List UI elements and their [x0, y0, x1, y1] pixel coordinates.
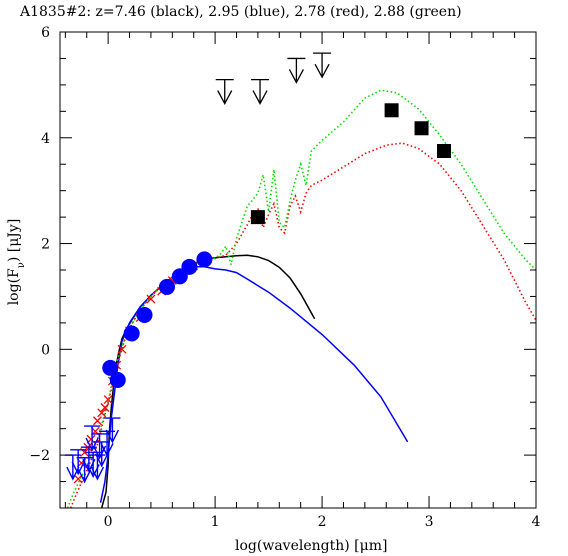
- series-line-3: [66, 89, 536, 508]
- blue-circle-point: [123, 325, 140, 342]
- blue-circle-point: [181, 258, 198, 275]
- x-tick-label: 0: [104, 514, 113, 530]
- y-tick-label: 4: [41, 131, 50, 147]
- black-upper-limit-point: [313, 52, 332, 79]
- blue-upper-limit-point: [104, 417, 121, 444]
- blue-upper-limit-point: [91, 433, 108, 460]
- chart-title: A1835#2: z=7.46 (black), 2.95 (blue), 2.…: [19, 4, 462, 20]
- red-cross-point: [92, 416, 102, 426]
- red-cross-point: [103, 395, 113, 405]
- plot-area: [64, 52, 536, 508]
- x-tick-label: 4: [532, 514, 541, 530]
- blue-circle-point: [196, 251, 213, 268]
- red-cross-point: [117, 344, 127, 354]
- y-tick-label: 6: [41, 25, 50, 41]
- black-square-point: [414, 121, 429, 136]
- blue-upper-limit-point: [84, 425, 101, 452]
- x-tick-label: 3: [425, 514, 434, 530]
- black-upper-limit-point: [215, 78, 234, 105]
- red-cross-point: [146, 294, 156, 304]
- blue-circle-point: [158, 278, 175, 295]
- y-axis-label: log(Fν) [μJy]: [6, 219, 27, 306]
- y-tick-label: −2: [29, 448, 50, 464]
- blue-circle-point: [109, 372, 126, 389]
- blue-circle-point: [136, 306, 153, 323]
- black-square-point: [250, 210, 265, 225]
- y-tick-label: 2: [41, 237, 50, 253]
- blue-upper-limit-point: [70, 449, 87, 476]
- blue-circle-point: [102, 359, 119, 376]
- plot-frame: [59, 31, 537, 509]
- red-cross-point: [73, 474, 83, 484]
- red-cross-point: [100, 403, 110, 412]
- black-upper-limit-point: [251, 78, 270, 105]
- black-square-point: [384, 103, 399, 118]
- series-line-0: [100, 254, 316, 508]
- black-upper-limit-point: [287, 57, 306, 84]
- x-axis-label: log(wavelength) [μm]: [235, 538, 387, 554]
- black-square-point: [437, 144, 452, 158]
- series-line-2: [69, 142, 536, 508]
- x-tick-label: 1: [211, 514, 220, 530]
- x-tick-label: 2: [318, 514, 327, 530]
- y-tick-label: 0: [41, 342, 50, 358]
- red-cross-point: [97, 408, 107, 418]
